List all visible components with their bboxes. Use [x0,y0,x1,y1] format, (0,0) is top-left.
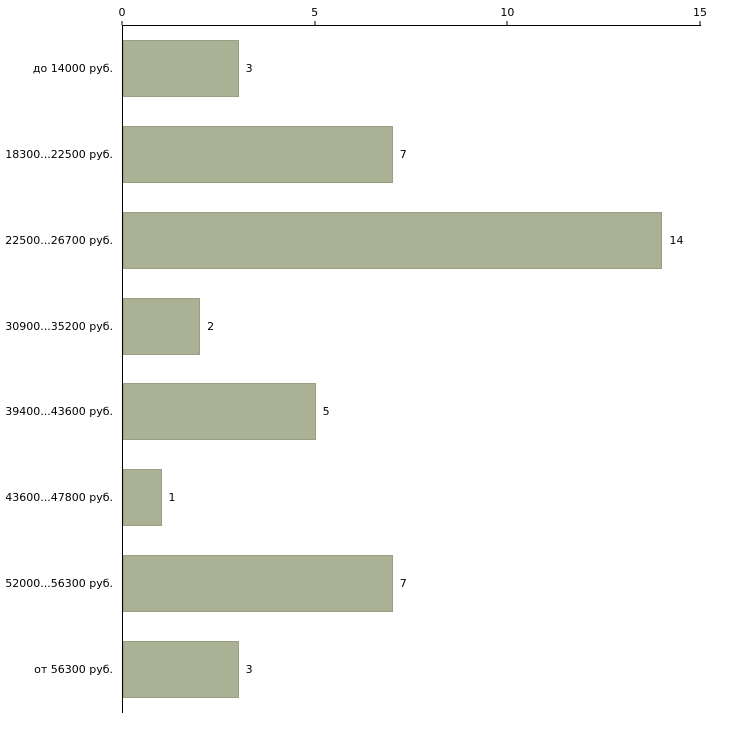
bar [123,40,239,98]
chart-row: до 14000 руб. 3 [0,26,730,112]
x-tick-mark [506,21,508,25]
chart-rows: до 14000 руб. 3 18300...22500 руб. 7 22500..… [0,26,730,712]
bar-area: 14 [122,198,700,284]
category-label: 39400...43600 руб. [5,405,113,419]
chart-row: 30900...35200 руб. 2 [0,283,730,369]
value-label: 2 [207,319,215,333]
x-tick-mark [699,21,701,25]
bar [123,554,393,612]
bar [123,383,316,441]
bar [123,640,239,698]
bar-area: 5 [122,369,700,455]
x-tick-label: 10 [500,6,515,19]
category-label: от 56300 руб. [34,662,113,676]
bar-area: 7 [122,541,700,627]
category-label: 22500...26700 руб. [5,233,113,247]
value-label: 1 [168,491,176,505]
bar-area: 1 [122,455,700,541]
category-label: 18300...22500 руб. [5,148,113,162]
chart-row: 22500...26700 руб. 14 [0,198,730,284]
value-label: 7 [399,576,407,590]
bar-area: 2 [122,283,700,369]
value-label: 3 [245,662,253,676]
bar [123,297,201,355]
x-tick-label: 5 [311,6,319,19]
bar [123,126,393,184]
category-label: до 14000 руб. [32,62,113,76]
x-tick-mark [314,21,316,25]
chart-row: от 56300 руб. 3 [0,626,730,712]
bar-area: 7 [122,112,700,198]
bar-area: 3 [122,626,700,712]
bar [123,211,663,269]
chart-row: 18300...22500 руб. 7 [0,112,730,198]
chart-row: 39400...43600 руб. 5 [0,369,730,455]
chart-row: 43600...47800 руб. 1 [0,455,730,541]
x-tick-label: 15 [693,6,707,19]
value-label: 5 [322,405,330,419]
x-axis: 0 5 10 15 [118,0,707,25]
value-label: 7 [399,148,407,162]
bar [123,469,162,527]
x-tick-mark [121,21,123,25]
value-label: 3 [245,62,253,76]
bar-area: 3 [122,26,700,112]
category-label: 52000...56300 руб. [5,576,113,590]
value-label: 14 [669,233,684,247]
category-label: 43600...47800 руб. [5,491,113,505]
x-tick-label: 0 [118,6,126,19]
chart-row: 52000...56300 руб. 7 [0,541,730,627]
category-label: 30900...35200 руб. [5,319,113,333]
